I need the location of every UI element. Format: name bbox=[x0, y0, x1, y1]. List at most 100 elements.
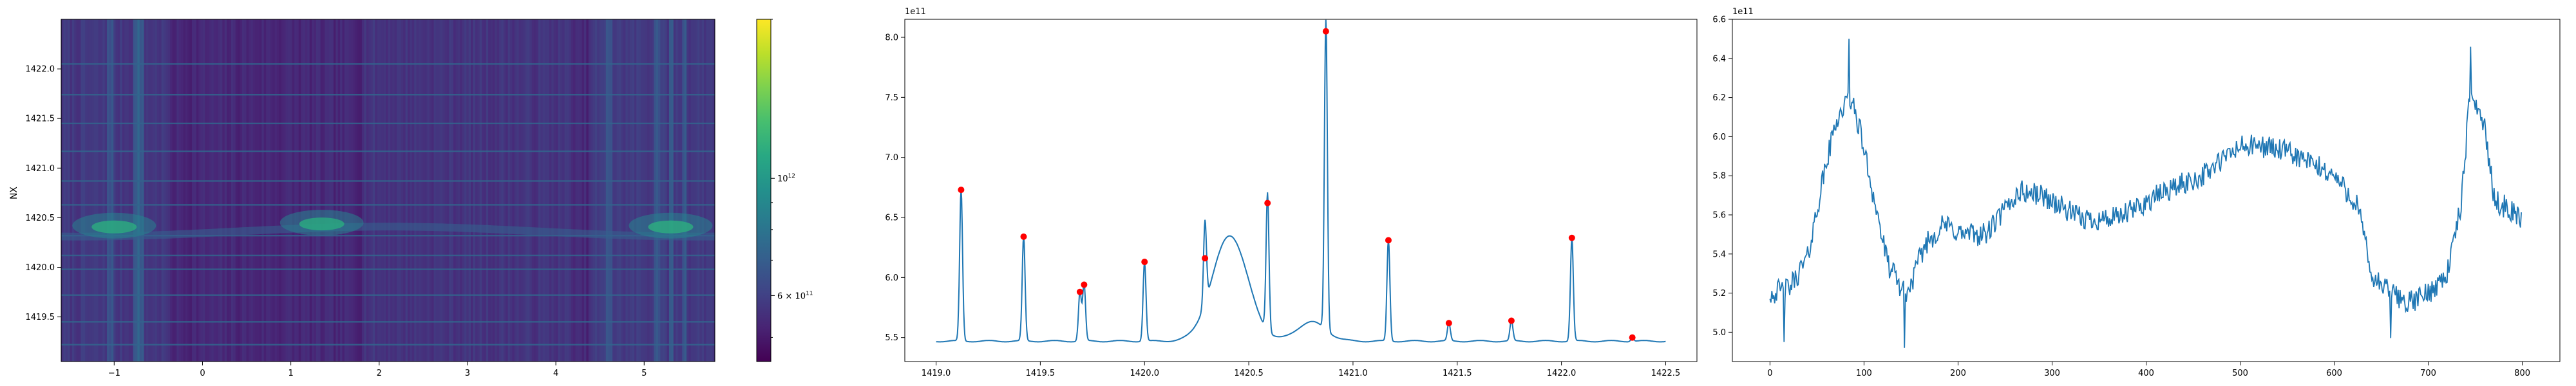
heatmap-column bbox=[355, 19, 358, 362]
heatmap-column bbox=[185, 19, 188, 362]
heatmap-column bbox=[638, 19, 641, 362]
heatmap-column bbox=[495, 19, 498, 362]
heatmap-column bbox=[706, 19, 709, 362]
heatmap-column bbox=[342, 19, 345, 362]
timeseries-x-tick-label: 100 bbox=[1856, 369, 1872, 378]
heatmap-column bbox=[181, 19, 184, 362]
heatmap-column bbox=[446, 19, 450, 362]
heatmap-column bbox=[246, 19, 249, 362]
heatmap-column bbox=[117, 19, 120, 362]
heatmap-column bbox=[682, 19, 685, 362]
heatmap-column bbox=[421, 19, 424, 362]
heatmap-column bbox=[597, 19, 600, 362]
heatmap-column bbox=[501, 19, 504, 362]
heatmap-line bbox=[61, 235, 715, 237]
heatmap-column bbox=[614, 19, 618, 362]
heatmap-column bbox=[390, 19, 393, 362]
heatmap-frame bbox=[61, 19, 715, 362]
timeseries-panel: 0 100 200 300 400 500 600 700 800 5.05.25.45.65.… bbox=[1712, 7, 2561, 378]
heatmap-y-tick-label: 1419.5 bbox=[26, 313, 55, 322]
heatmap-column bbox=[366, 19, 369, 362]
heatmap-column bbox=[662, 19, 665, 362]
heatmap-column bbox=[687, 19, 689, 362]
heatmap-column bbox=[120, 19, 123, 362]
heatmap-column bbox=[435, 19, 439, 362]
spectrum-series-line bbox=[936, 19, 1666, 343]
spectrum-x-tick-label: 1421.0 bbox=[1338, 369, 1368, 378]
spectrum-peak-marker bbox=[1445, 320, 1452, 327]
heatmap-column bbox=[70, 19, 73, 362]
heatmap-column bbox=[238, 19, 241, 362]
heatmap-column bbox=[87, 19, 90, 362]
heatmap-column bbox=[170, 19, 173, 362]
heatmap-line bbox=[61, 204, 715, 206]
spectrum-peak-marker bbox=[1264, 199, 1271, 207]
heatmap-column bbox=[79, 19, 82, 362]
heatmap-column bbox=[549, 19, 552, 362]
heatmap-column bbox=[107, 19, 110, 362]
heatmap-column bbox=[599, 19, 602, 362]
heatmap-column bbox=[296, 19, 299, 362]
heatmap-line bbox=[61, 180, 715, 182]
heatmap-column bbox=[701, 19, 705, 362]
heatmap-x-tick-label: 0 bbox=[200, 369, 205, 378]
heatmap-column bbox=[403, 19, 406, 362]
spectrum-peak-marker bbox=[958, 187, 965, 194]
spectrum-peak-marker bbox=[1141, 259, 1148, 266]
heatmap-y-tick-label: 1422.0 bbox=[26, 65, 55, 75]
heatmap-panel: −1 0 1 2 3 4 5 1419.51420.01420.51421.01421.51… bbox=[9, 19, 813, 378]
heatmap-column bbox=[333, 19, 336, 362]
heatmap-column bbox=[183, 19, 186, 362]
heatmap-column bbox=[159, 19, 162, 362]
heatmap-column bbox=[128, 19, 131, 362]
heatmap-line bbox=[61, 321, 715, 323]
spectrum-x-tick-label: 1420.5 bbox=[1234, 369, 1264, 378]
heatmap-column bbox=[65, 19, 68, 362]
heatmap-column bbox=[690, 19, 694, 362]
timeseries-y-tick-label: 5.0 bbox=[1712, 328, 1726, 338]
timeseries-y-tick-label: 6.4 bbox=[1712, 54, 1726, 64]
heatmap-column bbox=[113, 19, 117, 362]
spectrum-x-tick-label: 1422.5 bbox=[1651, 369, 1681, 378]
heatmap-column bbox=[684, 19, 687, 362]
heatmap-column bbox=[298, 19, 301, 362]
heatmap-ridge-core bbox=[299, 217, 345, 231]
heatmap-column bbox=[359, 19, 363, 362]
heatmap-column bbox=[192, 19, 194, 362]
heatmap-x-tick-label: 3 bbox=[465, 369, 470, 378]
heatmap-column bbox=[444, 19, 448, 362]
heatmap-column bbox=[164, 19, 166, 362]
heatmap-column bbox=[135, 19, 138, 362]
heatmap-column bbox=[276, 19, 279, 362]
heatmap-column bbox=[623, 19, 626, 362]
heatmap-line bbox=[61, 63, 715, 65]
heatmap-column bbox=[481, 19, 484, 362]
spectrum-peak-marker bbox=[1076, 288, 1083, 295]
heatmap-column bbox=[318, 19, 321, 362]
heatmap-column bbox=[63, 19, 66, 362]
heatmap-column bbox=[115, 19, 118, 362]
heatmap-column bbox=[542, 19, 545, 362]
timeseries-x-tick-label: 600 bbox=[2326, 369, 2342, 378]
heatmap-column bbox=[503, 19, 506, 362]
heatmap-column bbox=[261, 19, 265, 362]
heatmap-column bbox=[649, 19, 652, 362]
heatmap-column bbox=[632, 19, 635, 362]
heatmap-column bbox=[527, 19, 531, 362]
heatmap-column bbox=[422, 19, 426, 362]
heatmap-column bbox=[325, 19, 328, 362]
heatmap-column bbox=[564, 19, 567, 362]
heatmap-column bbox=[213, 19, 216, 362]
heatmap-column bbox=[68, 19, 71, 362]
heatmap-column bbox=[512, 19, 515, 362]
heatmap-column bbox=[323, 19, 325, 362]
heatmap-column bbox=[329, 19, 332, 362]
heatmap-column bbox=[388, 19, 391, 362]
heatmap-column bbox=[148, 19, 151, 362]
spectrum-y-axis: 5.5 6.0 6.5 7.0 7.5 8.0 bbox=[885, 33, 905, 343]
timeseries-x-tick-label: 400 bbox=[2138, 369, 2154, 378]
heatmap-column bbox=[202, 19, 205, 362]
heatmap-column bbox=[525, 19, 528, 362]
heatmap-column bbox=[490, 19, 493, 362]
